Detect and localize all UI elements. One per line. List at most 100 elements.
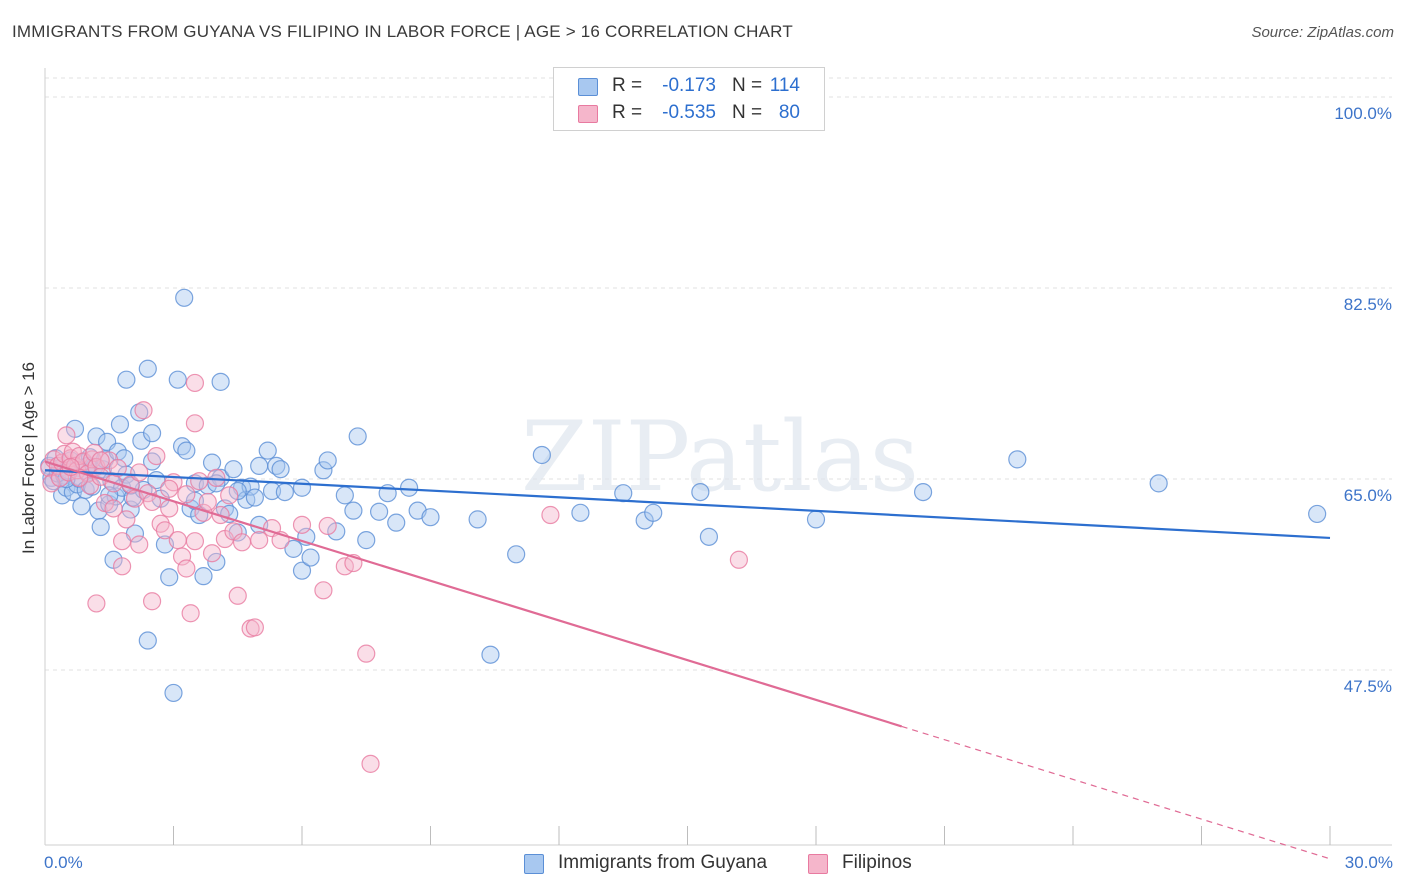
data-point-filipinos <box>729 550 749 569</box>
data-point-filipinos <box>292 515 312 534</box>
legend-swatch-filipinos <box>578 105 598 123</box>
axis-layer: 47.5% 65.0% 82.5% 100.0% 0.0% 30.0% <box>44 68 1393 872</box>
data-point-guyana <box>691 482 710 502</box>
legend-swatch-guyana <box>578 78 598 96</box>
data-point-guyana <box>275 482 294 502</box>
data-point-filipinos <box>245 618 264 637</box>
bottom-legend: Immigrants from Guyana Filipinos <box>0 852 1406 878</box>
source-label: Source: ZipAtlas.com <box>1251 24 1394 41</box>
data-point-guyana <box>138 359 157 378</box>
data-point-guyana <box>117 370 136 389</box>
data-point-guyana <box>72 497 91 516</box>
data-point-guyana <box>614 484 633 503</box>
data-point-filipinos <box>108 458 127 478</box>
data-point-guyana <box>258 441 277 460</box>
y-tick-label: 100.0% <box>1334 104 1392 123</box>
grid-layer <box>45 77 1392 671</box>
bottom-legend-label-guyana: Immigrants from Guyana <box>558 852 768 873</box>
data-point-filipinos <box>142 492 162 512</box>
bottom-legend-label-filipinos: Filipinos <box>842 852 912 873</box>
y-tick-label: 47.5% <box>1344 677 1392 696</box>
data-point-guyana <box>110 415 130 434</box>
data-point-filipinos <box>202 544 222 563</box>
data-point-filipinos <box>228 586 247 605</box>
data-point-filipinos <box>220 486 239 505</box>
data-point-filipinos <box>198 492 217 512</box>
data-point-filipinos <box>57 426 76 445</box>
data-point-filipinos <box>104 499 123 518</box>
data-point-filipinos <box>314 581 333 600</box>
data-point-guyana <box>91 517 110 537</box>
data-point-filipinos <box>147 446 166 466</box>
data-point-guyana <box>344 501 363 520</box>
data-point-filipinos <box>185 532 205 551</box>
data-point-filipinos <box>232 533 252 552</box>
data-point-guyana <box>644 503 663 522</box>
data-point-filipinos <box>177 485 196 504</box>
data-point-guyana <box>211 372 230 391</box>
y-axis-label: In Labor Force | Age > 16 <box>19 362 38 554</box>
data-point-guyana <box>194 567 213 586</box>
data-point-guyana <box>806 510 826 529</box>
data-point-guyana <box>335 486 354 505</box>
data-point-guyana <box>138 631 157 650</box>
data-point-guyana <box>301 548 320 567</box>
legend-row-filipinos: R = -0.535 N = 80 <box>554 101 824 127</box>
data-point-filipinos <box>91 451 110 470</box>
data-point-guyana <box>370 502 389 521</box>
data-point-guyana <box>284 539 303 558</box>
data-point-guyana <box>1008 450 1027 469</box>
data-point-filipinos <box>117 510 136 529</box>
data-point-guyana <box>913 482 933 502</box>
data-point-guyana <box>160 568 179 587</box>
x-tick-label: 30.0% <box>1345 853 1393 872</box>
data-point-guyana <box>318 451 337 470</box>
y-tick-label: 82.5% <box>1344 295 1392 314</box>
legend-n-value: 80 <box>778 102 800 123</box>
data-point-guyana <box>1149 474 1168 493</box>
y-tick-label: 65.0% <box>1344 486 1392 505</box>
data-point-filipinos <box>168 531 187 550</box>
data-point-guyana <box>532 445 551 465</box>
data-point-guyana <box>292 561 312 580</box>
data-point-filipinos <box>112 557 132 576</box>
data-point-filipinos <box>185 373 205 393</box>
data-point-filipinos <box>130 535 149 554</box>
data-point-filipinos <box>112 532 132 551</box>
data-point-guyana <box>228 481 247 501</box>
data-point-guyana <box>224 460 243 479</box>
data-point-filipinos <box>87 594 106 613</box>
bottom-legend-swatch-guyana <box>524 854 544 874</box>
legend-r-label: R = <box>612 102 643 123</box>
data-point-filipinos <box>160 479 179 498</box>
data-point-guyana <box>387 513 406 532</box>
legend-n-label: N = <box>732 75 763 96</box>
data-point-filipinos <box>250 531 269 550</box>
legend-r-value: -0.535 <box>662 102 716 123</box>
trend-line-guyana <box>44 469 1331 540</box>
legend: R = -0.173 N = 114 R = -0.535 N = 80 <box>553 67 825 131</box>
data-point-filipinos <box>357 644 376 663</box>
data-point-guyana <box>571 503 590 522</box>
trend-layer <box>44 460 1331 860</box>
legend-r-label: R = <box>612 75 643 96</box>
data-point-guyana <box>1308 504 1327 524</box>
watermark: ZIPatlas <box>521 401 919 513</box>
data-point-guyana <box>357 531 376 550</box>
data-point-filipinos <box>181 604 200 623</box>
trend-line-filipinos-extrapolated <box>901 725 1331 860</box>
data-point-guyana <box>164 683 183 703</box>
data-point-guyana <box>271 460 290 479</box>
chart-title: IMMIGRANTS FROM GUYANA VS FILIPINO IN LA… <box>12 22 793 41</box>
data-point-filipinos <box>130 463 149 482</box>
data-point-guyana <box>468 510 487 529</box>
data-point-guyana <box>421 508 440 527</box>
data-point-guyana <box>314 461 333 480</box>
data-point-filipinos <box>172 547 192 566</box>
data-point-filipinos <box>541 505 560 525</box>
x-tick-label: 0.0% <box>44 853 83 872</box>
data-point-filipinos <box>155 521 175 540</box>
data-point-guyana <box>348 427 367 446</box>
legend-row-guyana: R = -0.173 N = 114 <box>554 74 824 100</box>
